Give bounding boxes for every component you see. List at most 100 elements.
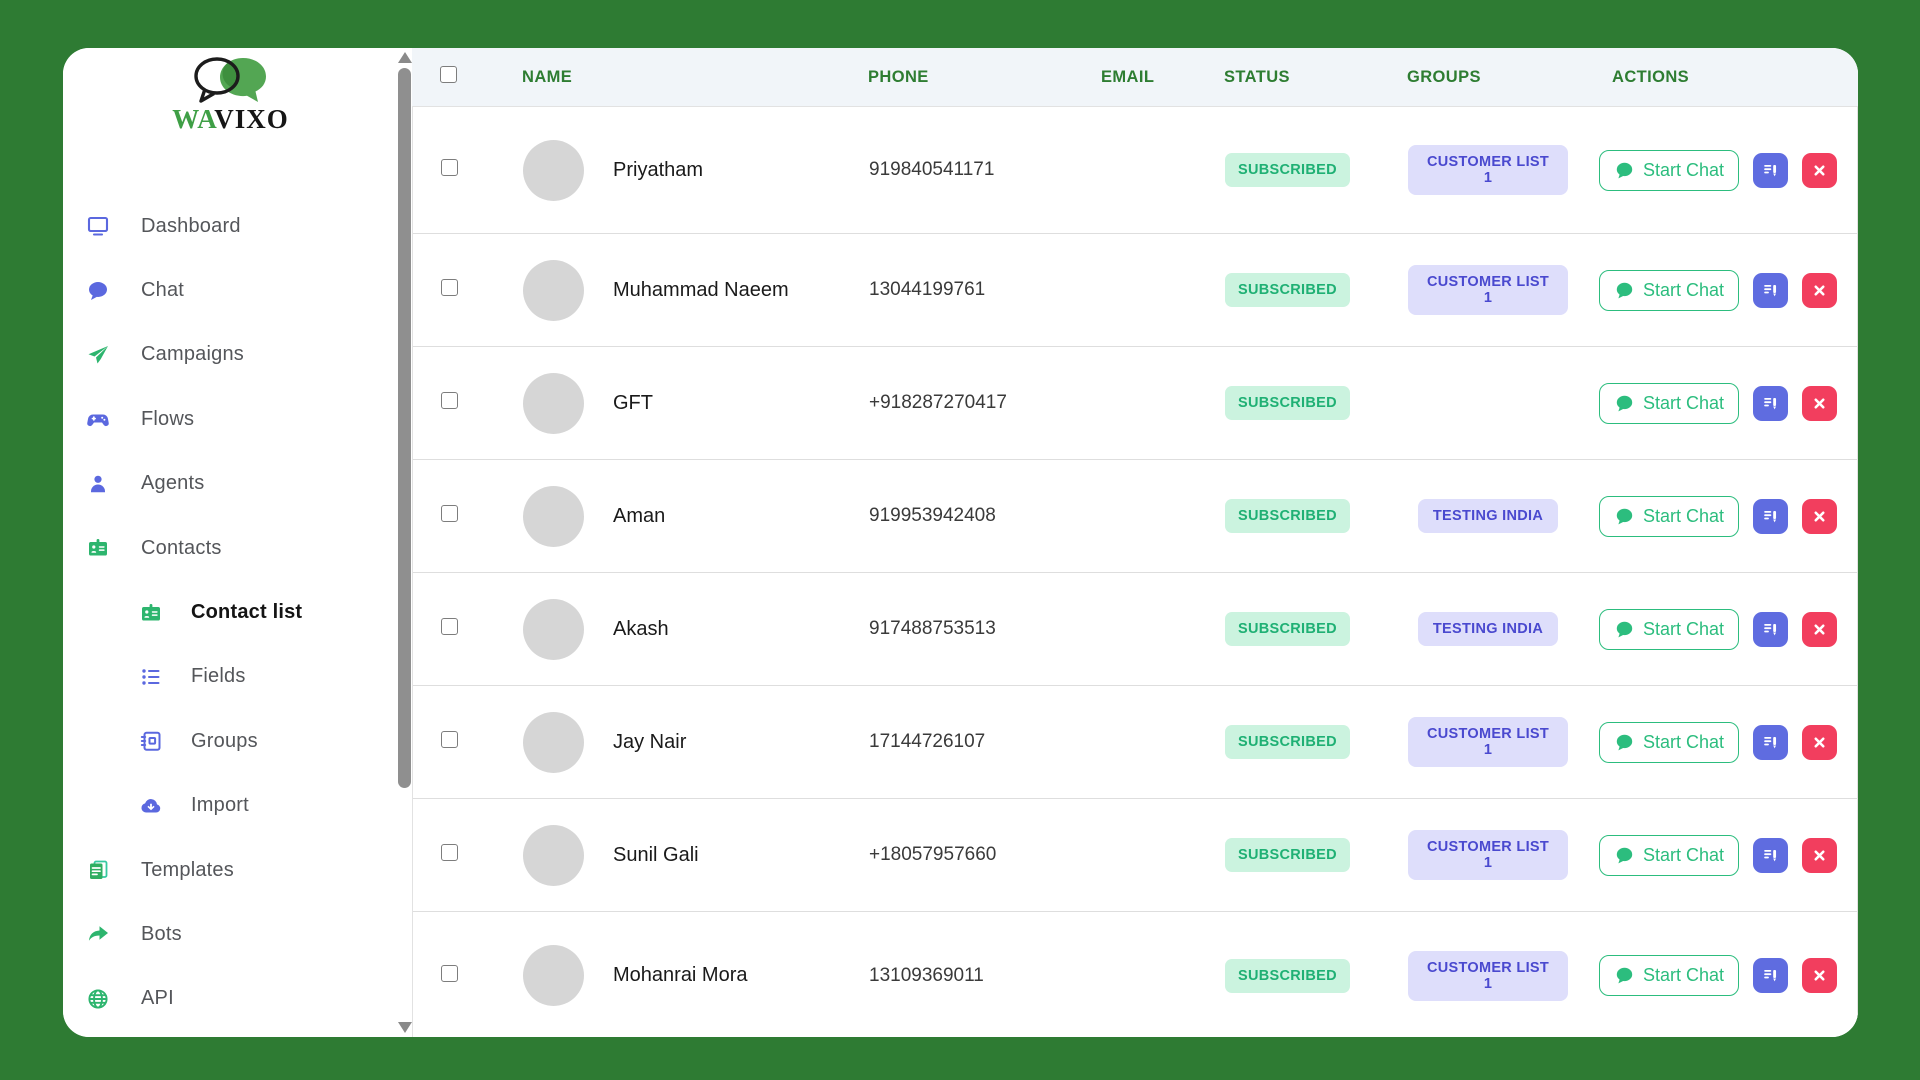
- status-badge: SUBSCRIBED: [1225, 958, 1350, 993]
- sidebar-item-contact-list[interactable]: Contact list: [63, 580, 398, 644]
- sidebar-item-fields[interactable]: Fields: [63, 645, 398, 709]
- contact-name: Mohanrai Mora: [613, 964, 748, 986]
- row-checkbox[interactable]: [441, 618, 458, 635]
- sidebar-item-campaigns[interactable]: Campaigns: [63, 323, 398, 387]
- start-chat-button[interactable]: Start Chat: [1599, 269, 1740, 311]
- view-details-button[interactable]: [1753, 611, 1789, 647]
- sidebar-item-contacts[interactable]: Contacts: [63, 516, 398, 580]
- column-header-email: EMAIL: [1101, 67, 1155, 86]
- sidebar-item-api[interactable]: API: [63, 967, 398, 1031]
- cloud-import-icon: [139, 794, 163, 818]
- start-chat-button[interactable]: Start Chat: [1599, 834, 1740, 876]
- delete-button[interactable]: [1802, 272, 1838, 308]
- table-row: GFT +918287270417 SUBSCRIBED Start Chat: [413, 347, 1857, 460]
- row-checkbox[interactable]: [441, 505, 458, 522]
- contact-name: Aman: [613, 504, 666, 527]
- brand-name: WAVIXO: [63, 104, 398, 135]
- contact-phone: +918287270417: [869, 392, 1007, 413]
- sidebar-item-agents[interactable]: Agents: [63, 452, 398, 516]
- sidebar-item-label: Import: [191, 794, 249, 817]
- notes-pen-icon: [1761, 161, 1780, 180]
- contact-name: Akash: [613, 617, 669, 640]
- delete-button[interactable]: [1802, 611, 1838, 647]
- select-all-checkbox[interactable]: [440, 66, 457, 83]
- view-details-button[interactable]: [1753, 724, 1789, 760]
- brand-logo: WAVIXO: [63, 56, 398, 135]
- scrollbar-thumb[interactable]: [398, 68, 411, 788]
- row-checkbox[interactable]: [441, 731, 458, 748]
- start-chat-button[interactable]: Start Chat: [1599, 382, 1740, 424]
- contact-name: Sunil Gali: [613, 843, 699, 866]
- contact-name: GFT: [613, 391, 653, 414]
- status-badge: SUBSCRIBED: [1225, 725, 1350, 759]
- start-chat-button[interactable]: Start Chat: [1599, 721, 1740, 763]
- sidebar-item-flows[interactable]: Flows: [63, 387, 398, 451]
- notes-pen-icon: [1761, 846, 1780, 865]
- delete-button[interactable]: [1802, 724, 1838, 760]
- close-x-icon: [1812, 622, 1827, 637]
- start-chat-button[interactable]: Start Chat: [1599, 495, 1740, 537]
- table-row: Priyatham 919840541171 SUBSCRIBED CUSTOM…: [413, 107, 1857, 234]
- delete-button[interactable]: [1802, 152, 1838, 188]
- start-chat-label: Start Chat: [1643, 965, 1725, 985]
- chat-bubble-icon: [86, 279, 110, 303]
- column-header-phone: PHONE: [868, 67, 929, 86]
- chat-bubble-icon: [1614, 160, 1635, 181]
- row-checkbox[interactable]: [441, 159, 458, 176]
- column-header-groups: GROUPS: [1407, 67, 1481, 86]
- view-details-button[interactable]: [1753, 385, 1789, 421]
- contact-name: Jay Nair: [613, 730, 687, 753]
- notes-pen-icon: [1761, 733, 1780, 752]
- start-chat-label: Start Chat: [1643, 505, 1725, 526]
- start-chat-button[interactable]: Start Chat: [1599, 608, 1740, 650]
- view-details-button[interactable]: [1753, 837, 1789, 873]
- id-badge-icon: [86, 536, 110, 560]
- avatar: [523, 259, 584, 321]
- start-chat-button[interactable]: Start Chat: [1599, 149, 1740, 191]
- delete-button[interactable]: [1802, 958, 1838, 993]
- chat-bubble-icon: [1614, 506, 1635, 527]
- chat-bubble-icon: [1614, 280, 1635, 301]
- row-checkbox[interactable]: [441, 279, 458, 296]
- start-chat-label: Start Chat: [1643, 279, 1725, 300]
- table-row: Aman 919953942408 SUBSCRIBED TESTING IND…: [413, 460, 1857, 573]
- chat-bubbles-logo: [193, 57, 266, 103]
- scrollbar-up-arrow-icon[interactable]: [398, 52, 412, 63]
- sidebar-item-templates[interactable]: Templates: [63, 838, 398, 902]
- notes-pen-icon: [1761, 507, 1780, 526]
- sidebar-item-dashboard[interactable]: Dashboard: [63, 194, 398, 258]
- scrollbar-down-arrow-icon[interactable]: [398, 1022, 412, 1033]
- avatar: [523, 598, 584, 660]
- sidebar-item-label: Chat: [141, 279, 185, 302]
- table-row: Sunil Gali +18057957660 SUBSCRIBED CUSTO…: [413, 799, 1857, 912]
- sidebar-item-import[interactable]: Import: [63, 774, 398, 838]
- row-checkbox[interactable]: [441, 964, 458, 982]
- bullet-list-icon: [139, 665, 163, 689]
- id-badge-icon: [139, 601, 163, 625]
- avatar: [523, 824, 584, 886]
- row-checkbox[interactable]: [441, 844, 458, 861]
- sidebar-item-label: Templates: [141, 858, 234, 881]
- view-details-button[interactable]: [1753, 498, 1789, 534]
- brand-name-secondary: VIXO: [214, 104, 289, 134]
- notes-pen-icon: [1761, 966, 1780, 985]
- contact-phone: 919840541171: [869, 159, 995, 180]
- delete-button[interactable]: [1802, 385, 1838, 421]
- view-details-button[interactable]: [1753, 152, 1789, 188]
- sidebar-item-chat[interactable]: Chat: [63, 258, 398, 322]
- delete-button[interactable]: [1802, 498, 1838, 534]
- start-chat-button[interactable]: Start Chat: [1599, 955, 1740, 996]
- start-chat-label: Start Chat: [1643, 731, 1725, 752]
- view-details-button[interactable]: [1753, 958, 1789, 993]
- sidebar-item-groups[interactable]: Groups: [63, 709, 398, 773]
- sidebar-item-bots[interactable]: Bots: [63, 902, 398, 966]
- view-details-button[interactable]: [1753, 272, 1789, 308]
- row-checkbox[interactable]: [441, 392, 458, 409]
- notes-pen-icon: [1761, 394, 1780, 413]
- monitor-icon: [86, 214, 110, 238]
- sidebar-item-label: Flows: [141, 407, 195, 430]
- avatar: [523, 945, 584, 1006]
- delete-button[interactable]: [1802, 837, 1838, 873]
- brand-name-primary: WA: [172, 104, 215, 134]
- status-badge: SUBSCRIBED: [1225, 386, 1350, 420]
